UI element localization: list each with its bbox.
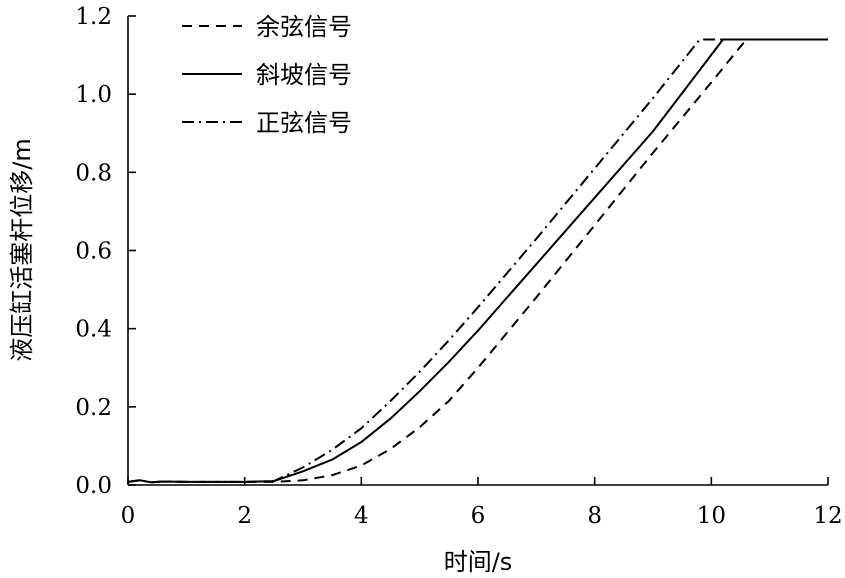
plot-series (127, 38, 828, 484)
x-tick-label: 8 (587, 503, 602, 529)
legend-label-1: 余弦信号 (256, 13, 352, 41)
tick-labels: 0 2 4 6 8 10 12 0.0 0.2 0.4 0.6 0.8 1.0 1.2 (75, 4, 842, 529)
legend-label-3: 正弦信号 (256, 109, 352, 137)
series-line-1 (127, 38, 748, 484)
x-axis-title: 时间/s (444, 548, 513, 576)
axes (127, 16, 828, 486)
x-tick-label: 0 (121, 503, 136, 529)
x-tick-label: 6 (471, 503, 486, 529)
legend-label-2: 斜坡信号 (256, 61, 352, 89)
y-axis-title: 液压缸活塞杆位移/m (8, 138, 36, 361)
y-tick-label: 0.0 (75, 473, 112, 499)
y-tick-label: 1.2 (75, 4, 112, 30)
ticks (127, 15, 829, 486)
x-tick-label: 2 (237, 503, 252, 529)
series-line-2 (127, 38, 828, 484)
y-tick-label: 0.6 (75, 239, 112, 265)
y-tick-label: 1.0 (75, 82, 112, 108)
y-tick-label: 0.4 (75, 317, 112, 343)
x-tick-label: 10 (697, 503, 726, 529)
series-line-3 (127, 38, 723, 484)
y-tick-label: 0.8 (75, 160, 112, 186)
x-tick-label: 12 (813, 503, 842, 529)
x-tick-label: 4 (354, 503, 369, 529)
y-tick-label: 0.2 (75, 395, 112, 421)
